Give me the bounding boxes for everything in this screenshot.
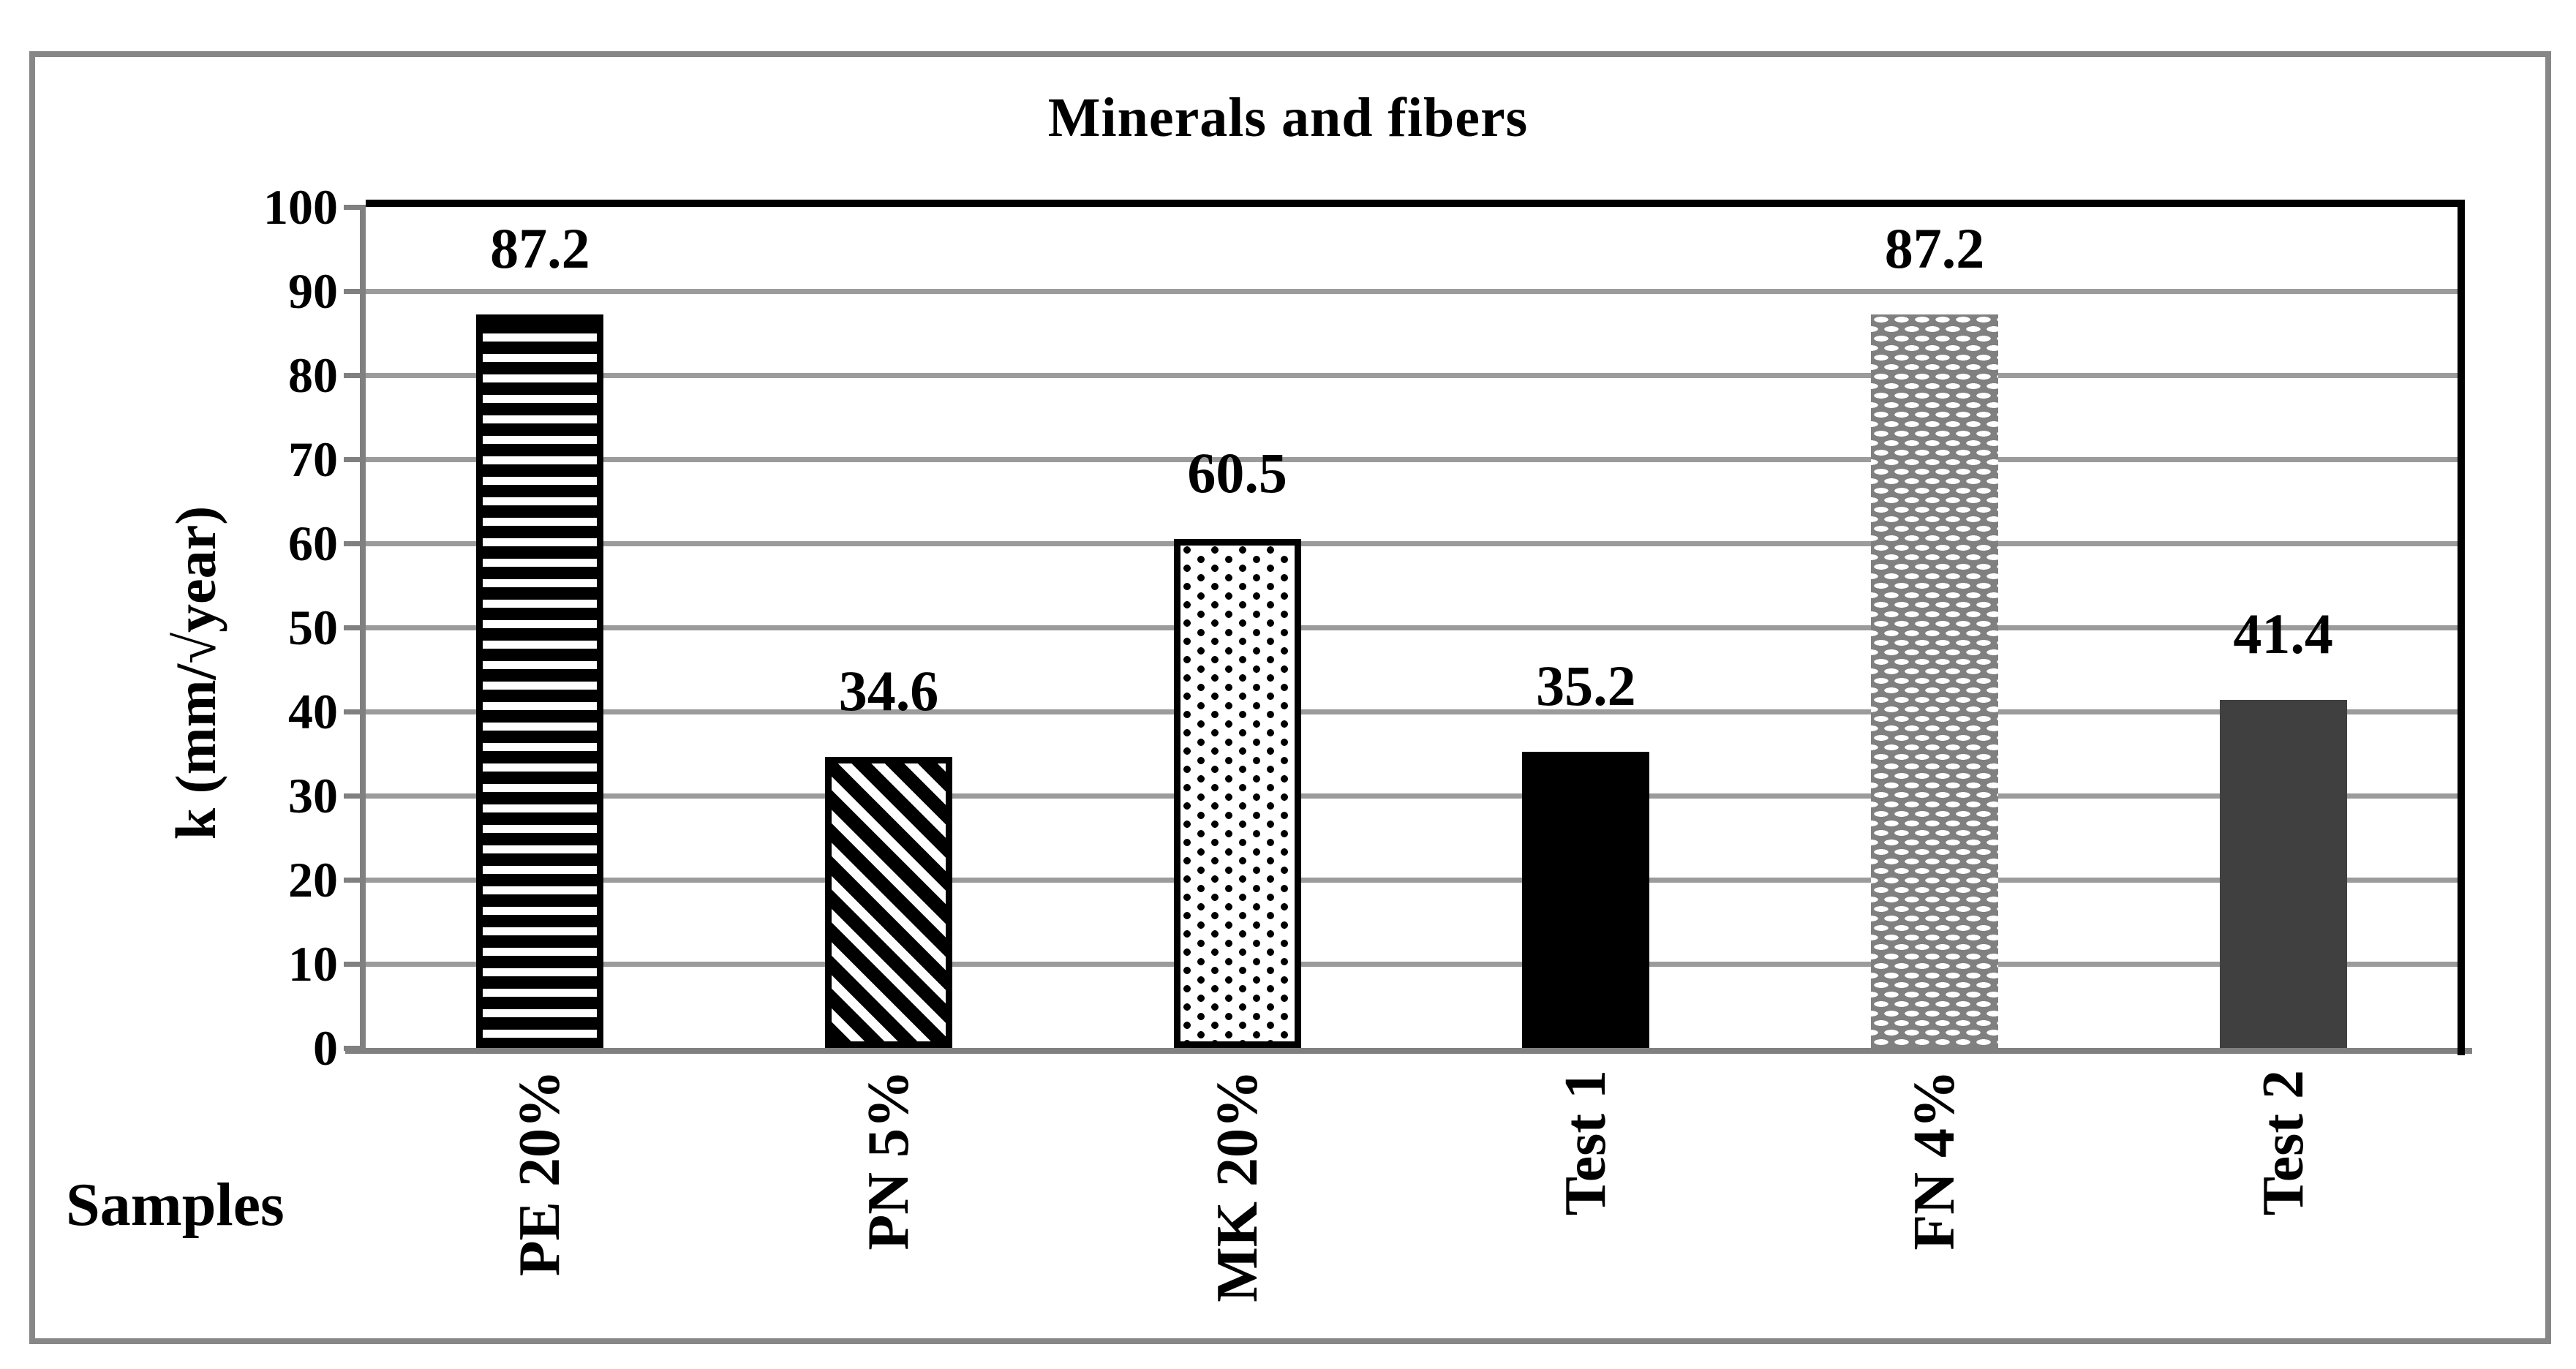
x-category-label: PE 20% — [508, 1070, 573, 1277]
y-axis-tick-label: 30 — [288, 768, 338, 823]
y-axis-tick — [344, 1046, 366, 1051]
x-category-label: MK 20% — [1205, 1070, 1270, 1302]
y-axis-tick — [344, 541, 366, 546]
gridline — [366, 793, 2458, 799]
y-axis-tick-label: 50 — [288, 600, 338, 655]
y-axis-tick — [344, 962, 366, 967]
y-axis-tick-label: 100 — [263, 179, 338, 235]
y-axis-tick-label: 10 — [288, 936, 338, 992]
bar-pn-5- — [825, 757, 952, 1048]
bar-pe-20- — [476, 314, 604, 1048]
y-axis-tick — [344, 373, 366, 378]
bar-test-2 — [2219, 699, 2347, 1048]
x-axis-line — [345, 1048, 2472, 1054]
plot-border-right — [2458, 200, 2465, 1055]
x-axis-title: Samples — [66, 1171, 285, 1239]
gridline — [366, 289, 2458, 294]
x-category-label: PN 5% — [856, 1070, 921, 1251]
y-axis-tick — [344, 709, 366, 714]
x-category-label: Test 1 — [1553, 1070, 1619, 1216]
x-category-label: FN 4% — [1902, 1070, 1967, 1251]
bar-fn-4- — [1871, 314, 1998, 1048]
y-axis-tick-label: 40 — [288, 684, 338, 739]
chart-title: Minerals and fibers — [1047, 87, 1529, 148]
bar-test-1 — [1522, 752, 1650, 1048]
gridline — [366, 457, 2458, 462]
gridline — [366, 541, 2458, 546]
y-axis-tick-label: 0 — [313, 1020, 338, 1076]
y-axis-tick — [344, 625, 366, 630]
y-axis-tick-label: 70 — [288, 431, 338, 487]
gridline — [366, 625, 2458, 630]
gridline — [366, 962, 2458, 967]
bar-value-label: 87.2 — [1884, 216, 1985, 281]
gridline — [366, 878, 2458, 883]
bar-value-label: 87.2 — [490, 216, 590, 281]
bar-value-label: 41.4 — [2233, 601, 2333, 665]
plot-border-top — [366, 200, 2465, 207]
y-axis-tick — [344, 205, 366, 210]
y-axis-tick-label: 20 — [288, 852, 338, 908]
y-axis-tick-label: 90 — [288, 263, 338, 319]
bar-mk-20- — [1173, 539, 1301, 1048]
gridline — [366, 709, 2458, 714]
plot-area: 87.2 34.6 60.5 35.2 87.2 41.4 — [344, 200, 2472, 1055]
y-axis-tick-label: 80 — [288, 347, 338, 403]
y-axis-tick — [344, 793, 366, 799]
y-axis-tick — [344, 457, 366, 462]
y-axis-tick-label: 60 — [288, 516, 338, 571]
gridline — [366, 373, 2458, 378]
bar-value-label: 60.5 — [1187, 441, 1287, 505]
y-axis-tick — [344, 878, 366, 883]
x-category-label: Test 2 — [2251, 1070, 2316, 1216]
y-axis-tick — [344, 289, 366, 294]
bar-value-label: 35.2 — [1536, 654, 1636, 718]
bar-value-label: 34.6 — [838, 659, 939, 723]
